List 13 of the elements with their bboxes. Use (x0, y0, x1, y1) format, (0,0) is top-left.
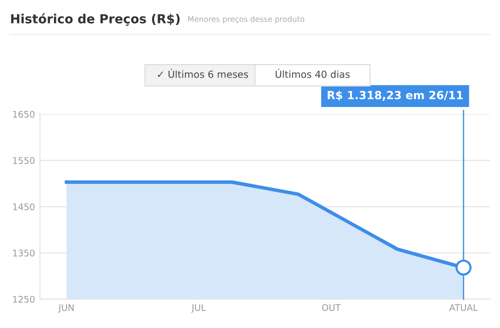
text: Últimos 40 dias (276, 68, 350, 78)
x-tick-label: ATUAL (449, 304, 478, 311)
y-tick-label: 1450 (13, 203, 35, 210)
text: R$ 1.318,23 em 26/11 (328, 90, 463, 101)
text: ✓ Últimos 6 meses (158, 68, 248, 78)
chart-title: Histórico de Preços (R$) (11, 13, 180, 26)
x-tick-label: JUL (191, 304, 206, 313)
x-tick-label: OUT (322, 304, 341, 311)
y-tick-label: 1350 (13, 250, 35, 256)
x-tick-label: JUN (58, 304, 74, 313)
y-tick-label: 1650 (13, 110, 35, 118)
y-tick-label: 1250 (13, 296, 35, 303)
y-tick-label: 1550 (13, 157, 35, 164)
